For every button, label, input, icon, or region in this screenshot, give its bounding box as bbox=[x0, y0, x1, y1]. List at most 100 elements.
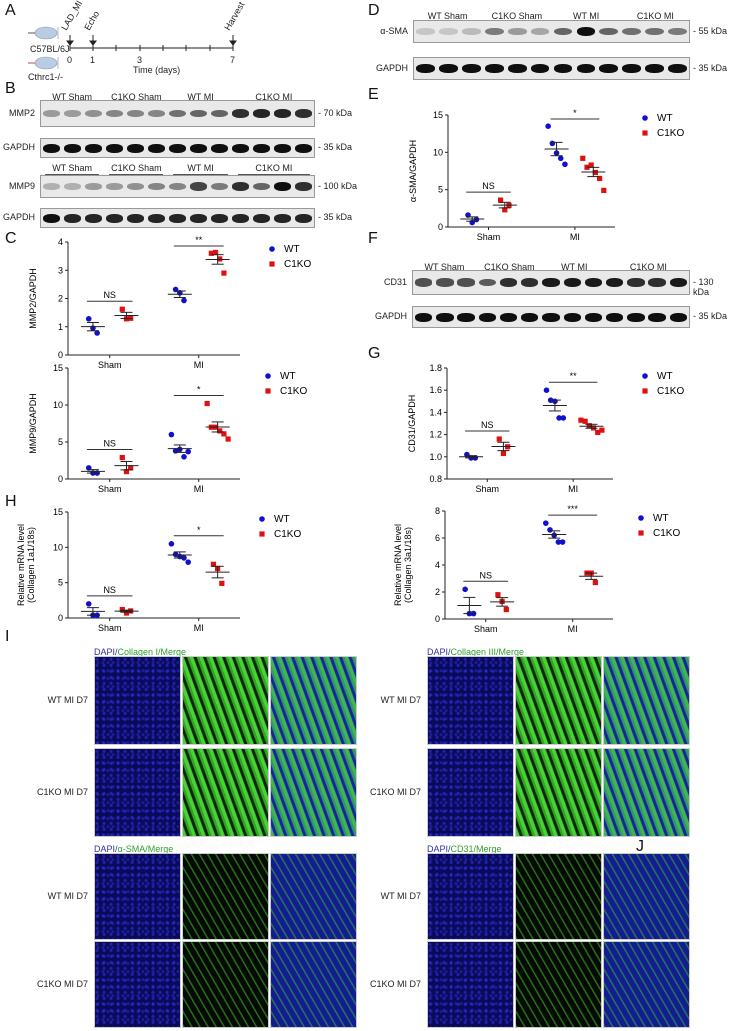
arrow-icon bbox=[66, 35, 237, 46]
data-point-wt bbox=[559, 539, 566, 545]
y-tick-label: 1.0 bbox=[429, 452, 442, 462]
blot-band bbox=[189, 109, 208, 118]
legend-label: WT bbox=[657, 371, 673, 382]
y-tick-label: 5 bbox=[58, 578, 63, 588]
legend-label: C1KO bbox=[284, 259, 311, 270]
data-point-wt bbox=[556, 415, 562, 421]
blot-lane bbox=[597, 58, 620, 79]
blot-band bbox=[147, 213, 166, 223]
molecular-weight-label: - 35 kDa bbox=[318, 142, 353, 152]
blot-lane bbox=[574, 21, 597, 42]
blot-band bbox=[273, 143, 292, 153]
blot-band bbox=[126, 213, 145, 223]
blot-lane bbox=[125, 176, 146, 197]
data-point-c1ko bbox=[586, 423, 592, 429]
blot-lane bbox=[167, 101, 188, 126]
blot-lane bbox=[413, 271, 434, 294]
blot-lane bbox=[643, 58, 666, 79]
blot-lane bbox=[167, 176, 188, 197]
chart-C2: 0 5 10 15 Sham MI MMP9/GAPDH NS * WT C1KO bbox=[28, 363, 307, 494]
y-axis-label: (Collagen 3a1/18s) bbox=[403, 527, 413, 603]
legend-label: WT bbox=[657, 113, 673, 124]
channel-name: α-SMA bbox=[117, 844, 146, 854]
data-point-c1ko bbox=[123, 469, 130, 475]
blot-band bbox=[499, 312, 518, 322]
y-tick-label: 15 bbox=[53, 507, 63, 517]
blot-band bbox=[478, 312, 497, 322]
blot-lane bbox=[209, 176, 230, 197]
blot-lane bbox=[498, 271, 519, 294]
data-point-c1ko bbox=[210, 561, 217, 567]
marker-image bbox=[182, 853, 269, 940]
x-tick-label: MI bbox=[568, 484, 578, 494]
blot-band bbox=[105, 109, 124, 118]
channel-name: /Merge bbox=[158, 647, 187, 657]
blot-band bbox=[42, 109, 61, 118]
blot-lane bbox=[272, 139, 293, 157]
blot-lane bbox=[251, 139, 272, 157]
mouse-icon bbox=[28, 56, 59, 70]
y-tick-label: 3 bbox=[58, 265, 63, 275]
legend-marker-wt bbox=[642, 373, 648, 379]
legend-label: WT bbox=[284, 244, 300, 255]
panel-label-j: J bbox=[636, 838, 644, 855]
y-tick-label: 5 bbox=[58, 437, 63, 447]
tick-0: 0 bbox=[67, 55, 73, 65]
blot-lane bbox=[83, 209, 104, 227]
blot-lane bbox=[146, 101, 167, 126]
blot-band bbox=[294, 213, 313, 223]
chart-E: 0 5 10 15 Sham MI α-SMA/GAPDH NS * WT C1KO bbox=[408, 108, 684, 242]
blot-band bbox=[273, 182, 292, 191]
blot-band bbox=[210, 213, 229, 223]
blot-lane bbox=[230, 139, 251, 157]
channel-name: /Merge bbox=[145, 844, 174, 854]
blot-lane bbox=[251, 209, 272, 227]
dapi-image bbox=[94, 853, 181, 940]
blot-lane bbox=[483, 58, 506, 79]
data-point-wt bbox=[545, 123, 551, 129]
blot-band bbox=[147, 182, 166, 191]
blot-lane bbox=[230, 209, 251, 227]
legend-label: WT bbox=[653, 513, 669, 524]
blot-row-label: MMP2 bbox=[8, 107, 35, 118]
blot-lane bbox=[251, 176, 272, 197]
blot-lane bbox=[62, 101, 83, 126]
blot-lane bbox=[604, 271, 625, 294]
blot-band bbox=[168, 182, 187, 191]
blot-lane bbox=[647, 307, 668, 327]
blot-band bbox=[231, 143, 250, 153]
marker-image bbox=[182, 941, 269, 1028]
legend-marker-c1ko bbox=[638, 530, 644, 536]
y-axis-label: MMP9/GAPDH bbox=[28, 393, 38, 454]
blot-band bbox=[147, 143, 166, 153]
blot-band bbox=[478, 278, 497, 287]
channel-name: DAPI/ bbox=[427, 647, 451, 657]
marker-image bbox=[515, 941, 602, 1028]
data-point-wt bbox=[462, 586, 468, 593]
blot-lane bbox=[209, 209, 230, 227]
data-point-c1ko bbox=[496, 436, 502, 442]
blot-lane bbox=[146, 176, 167, 197]
data-point-c1ko bbox=[219, 580, 225, 586]
blot-band bbox=[189, 213, 208, 223]
blot-band bbox=[668, 64, 687, 73]
blot-band bbox=[599, 27, 619, 36]
y-tick-label: 5 bbox=[438, 185, 443, 195]
blot-band bbox=[414, 278, 433, 287]
panel-label-e: E bbox=[368, 86, 379, 103]
data-point-c1ko bbox=[119, 606, 125, 613]
data-point-wt bbox=[185, 448, 191, 455]
marker-image bbox=[182, 656, 269, 745]
strain-wt: C57BL/6J bbox=[30, 44, 70, 54]
significance-label: NS bbox=[479, 570, 492, 580]
y-axis-label: Relative mRNA level bbox=[16, 524, 26, 606]
legend-label: WT bbox=[274, 514, 290, 525]
molecular-weight-label: - 35 kDa bbox=[693, 311, 728, 321]
y-tick-label: 1.4 bbox=[429, 407, 442, 417]
y-tick-label: 4 bbox=[435, 560, 440, 570]
y-tick-label: 0.8 bbox=[429, 474, 442, 484]
blot-row-label: GAPDH bbox=[2, 142, 35, 152]
x-tick-label: Sham bbox=[477, 232, 501, 242]
microscopy-row-label: C1KO MI D7 bbox=[369, 978, 421, 989]
dapi-image bbox=[427, 853, 514, 940]
